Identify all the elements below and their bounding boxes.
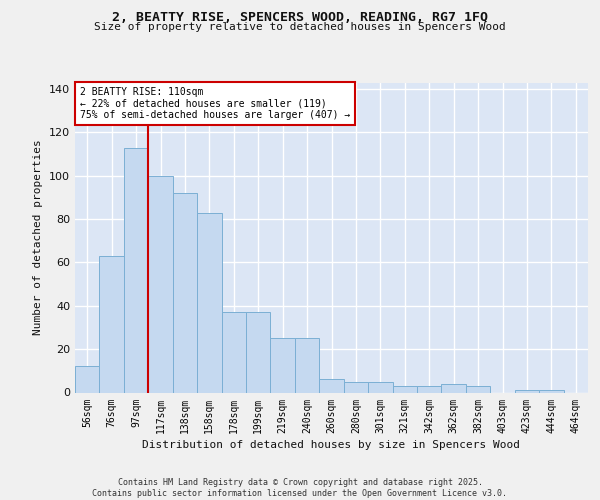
Bar [442,384,466,392]
Bar [539,390,563,392]
Bar [368,382,392,392]
Bar [515,390,539,392]
Bar [295,338,319,392]
Bar [319,380,344,392]
Bar [75,366,100,392]
Bar [246,312,271,392]
Bar [173,193,197,392]
Bar [271,338,295,392]
Bar [417,386,442,392]
Bar [148,176,173,392]
Bar [466,386,490,392]
Text: 2 BEATTY RISE: 110sqm
← 22% of detached houses are smaller (119)
75% of semi-det: 2 BEATTY RISE: 110sqm ← 22% of detached … [80,87,350,120]
X-axis label: Distribution of detached houses by size in Spencers Wood: Distribution of detached houses by size … [143,440,521,450]
Bar [221,312,246,392]
Y-axis label: Number of detached properties: Number of detached properties [34,140,43,336]
Text: Size of property relative to detached houses in Spencers Wood: Size of property relative to detached ho… [94,22,506,32]
Bar [124,148,148,392]
Bar [392,386,417,392]
Bar [197,212,221,392]
Bar [344,382,368,392]
Text: 2, BEATTY RISE, SPENCERS WOOD, READING, RG7 1FQ: 2, BEATTY RISE, SPENCERS WOOD, READING, … [112,11,488,24]
Bar [100,256,124,392]
Text: Contains HM Land Registry data © Crown copyright and database right 2025.
Contai: Contains HM Land Registry data © Crown c… [92,478,508,498]
